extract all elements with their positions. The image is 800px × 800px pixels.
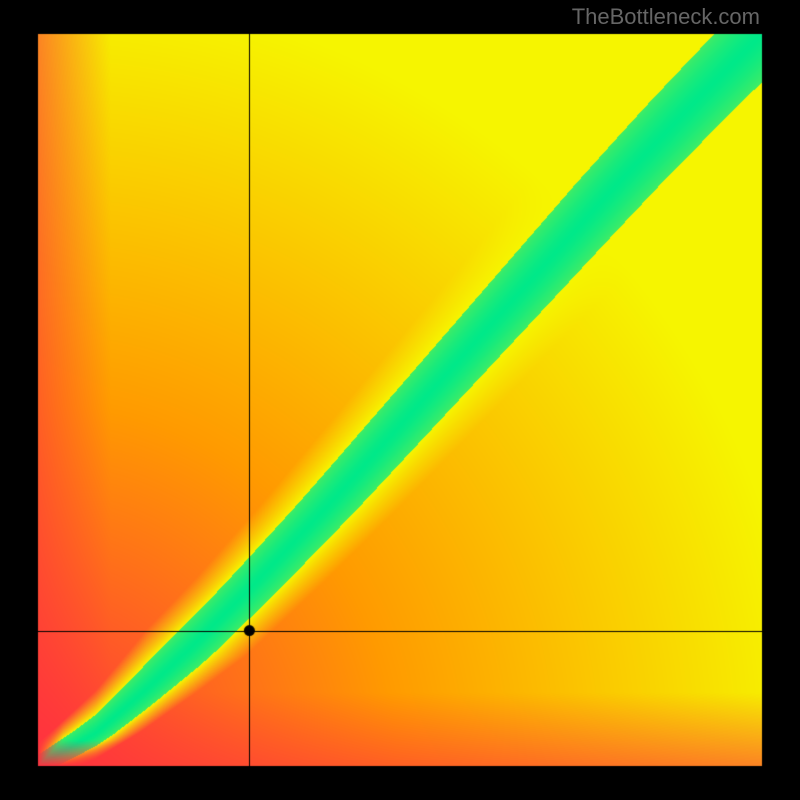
chart-container: TheBottleneck.com: [0, 0, 800, 800]
watermark-text: TheBottleneck.com: [572, 4, 760, 30]
heatmap-canvas: [0, 0, 800, 800]
